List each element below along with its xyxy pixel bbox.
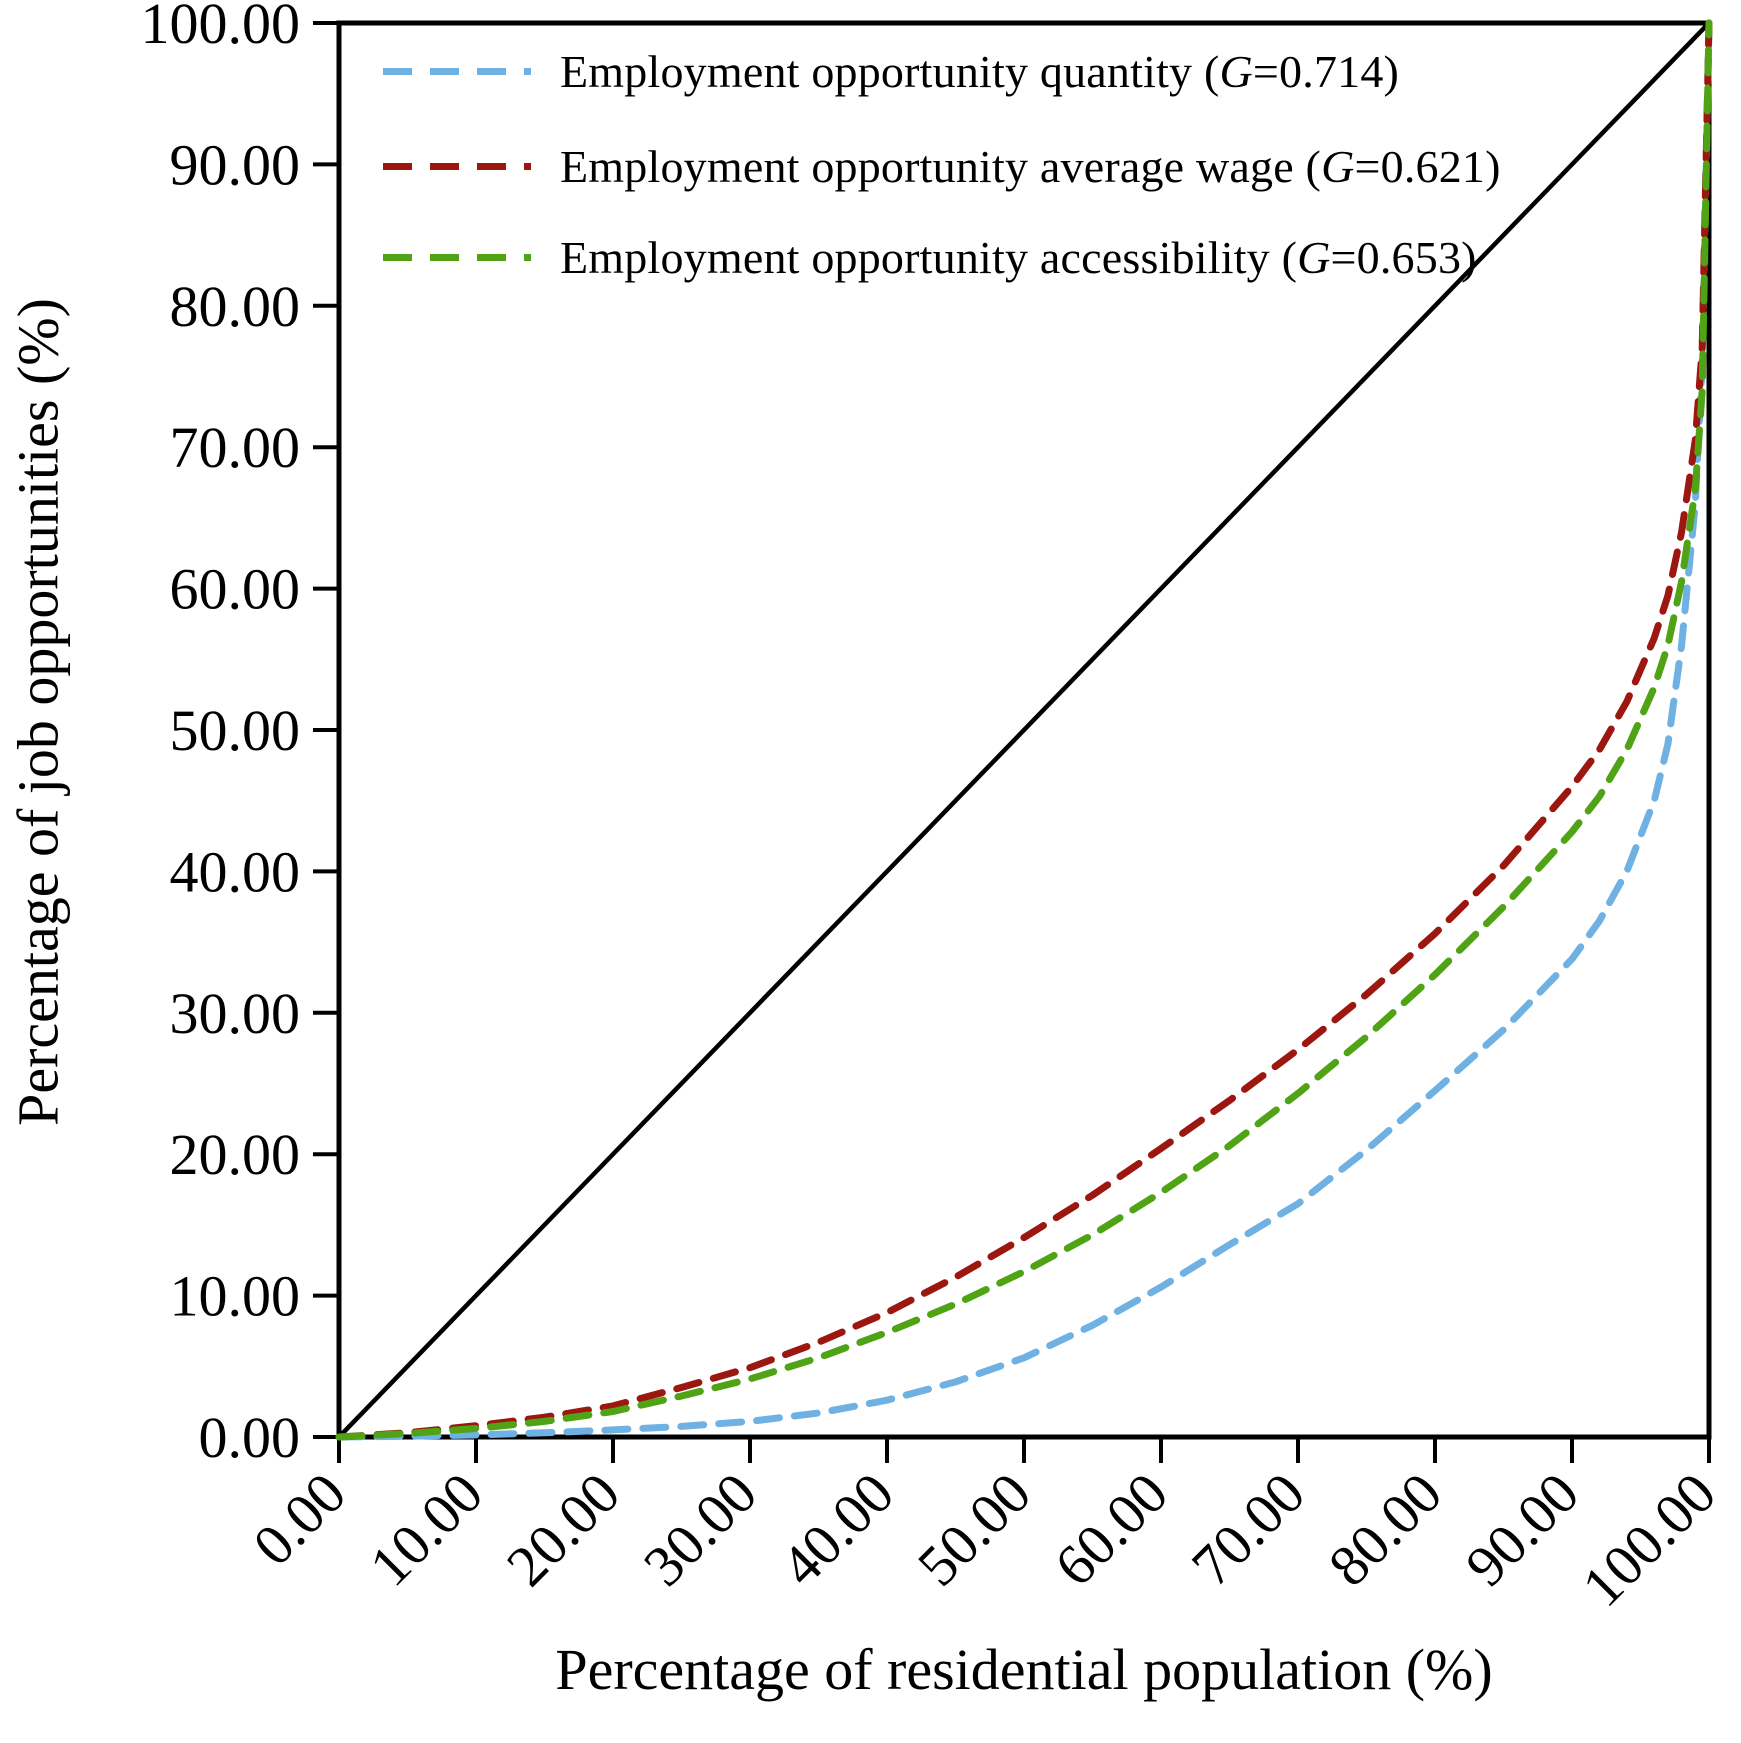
gini-value: =0.621) xyxy=(1354,140,1501,192)
y-tick-label: 70.00 xyxy=(170,415,301,480)
x-axis-title: Percentage of residential population (%) xyxy=(555,1637,1493,1702)
gini-symbol: G xyxy=(1297,231,1331,283)
x-tick-label: 40.00 xyxy=(768,1460,906,1598)
gini-symbol: G xyxy=(1219,45,1253,97)
average-wage-dash-sample-icon xyxy=(383,162,531,170)
x-tick-label: 20.00 xyxy=(494,1460,632,1598)
y-tick-label: 50.00 xyxy=(170,698,301,763)
x-tick-label: 50.00 xyxy=(905,1460,1043,1598)
gini-symbol: G xyxy=(1321,140,1355,192)
legend-label-accessibility-text: Employment opportunity accessibility ( xyxy=(560,231,1298,283)
y-tick-label: 0.00 xyxy=(199,1405,301,1470)
y-tick-label: 60.00 xyxy=(170,557,301,622)
x-tick-label: 60.00 xyxy=(1042,1460,1180,1598)
x-tick-label: 70.00 xyxy=(1179,1460,1317,1598)
legend-label-accessibility: Employment opportunity accessibility (G=… xyxy=(560,231,1477,284)
x-tick-label: 100.00 xyxy=(1569,1460,1728,1619)
accessibility-dash-sample-icon xyxy=(383,253,531,261)
legend-item-average-wage: Employment opportunity average wage (G=0… xyxy=(383,138,1501,194)
y-axis-title: Percentage of job opportunities (%) xyxy=(5,298,71,1126)
lorenz-curve-employment-opportunity-accessibility xyxy=(335,19,1713,1441)
y-tick-label: 100.00 xyxy=(141,0,301,56)
y-tick-label: 40.00 xyxy=(170,839,301,904)
lorenz-curve-employment-opportunity-quantity xyxy=(335,19,1713,1441)
x-tick-label: 80.00 xyxy=(1316,1460,1454,1598)
quantity-dash-sample-icon xyxy=(383,67,531,75)
equality-line xyxy=(337,21,1711,1439)
legend-item-accessibility: Employment opportunity accessibility (G=… xyxy=(383,229,1477,285)
lorenz-curve-employment-opportunity-average-wage xyxy=(335,19,1713,1441)
y-tick-label: 80.00 xyxy=(170,274,301,339)
y-tick-label: 20.00 xyxy=(170,1122,301,1187)
legend-label-quantity: Employment opportunity quantity (G=0.714… xyxy=(560,45,1399,98)
gini-value: =0.653) xyxy=(1330,231,1477,283)
gini-value: =0.714) xyxy=(1252,45,1400,97)
legend-label-average-wage: Employment opportunity average wage (G=0… xyxy=(560,140,1501,193)
legend-label-quantity-text: Employment opportunity quantity ( xyxy=(560,45,1220,97)
x-tick-label: 0.00 xyxy=(240,1460,358,1578)
legend-item-quantity: Employment opportunity quantity (G=0.714… xyxy=(383,43,1399,99)
legend-label-average-wage-text: Employment opportunity average wage ( xyxy=(560,140,1322,192)
x-tick-label: 90.00 xyxy=(1453,1460,1591,1598)
y-tick-label: 90.00 xyxy=(170,132,301,197)
x-tick-label: 30.00 xyxy=(631,1460,769,1598)
y-tick-label: 30.00 xyxy=(170,981,301,1046)
y-tick-label: 10.00 xyxy=(170,1264,301,1329)
x-tick-label: 10.00 xyxy=(357,1460,495,1598)
